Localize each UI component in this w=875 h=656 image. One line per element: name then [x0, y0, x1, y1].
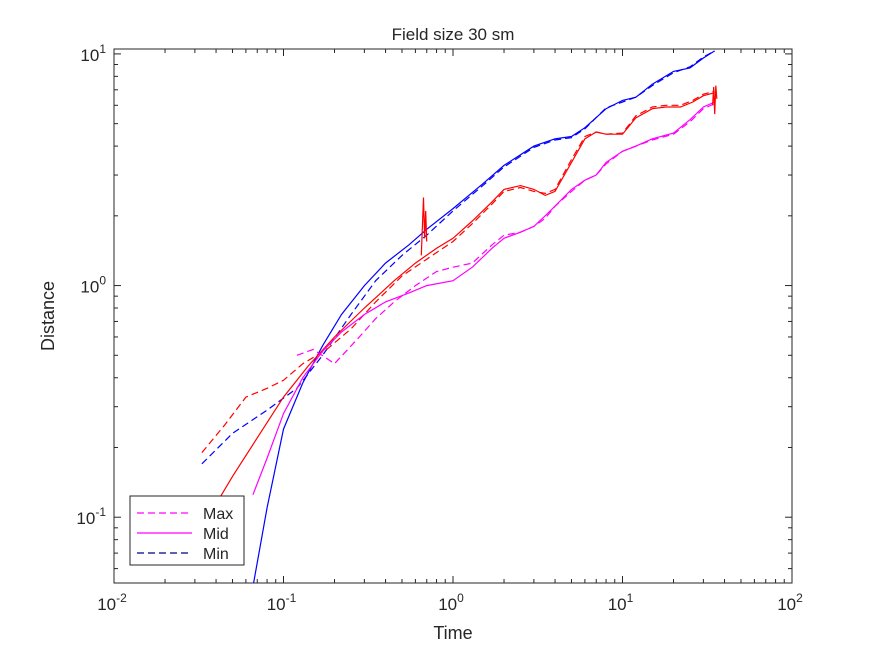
series-line-red-solid — [201, 92, 715, 529]
series-line-magenta-dashed — [296, 103, 715, 365]
svg-text:10-2: 10-2 — [97, 591, 127, 614]
svg-text:102: 102 — [777, 591, 803, 614]
legend-label-mid: Mid — [203, 526, 229, 543]
y-tick-label: 101 — [80, 42, 106, 65]
chart-title: Field size 30 sm — [392, 25, 515, 44]
svg-text:101: 101 — [80, 42, 106, 65]
plot-area — [113, 48, 793, 584]
series-line-blue-solid — [252, 50, 716, 583]
svg-text:100: 100 — [80, 274, 106, 297]
series-line-blue-dashed — [201, 50, 715, 465]
y-axis-label: Distance — [38, 281, 58, 351]
x-axis-label: Time — [433, 623, 472, 643]
series-line-red-tail — [712, 85, 718, 115]
x-tick-label: 10-1 — [267, 591, 297, 614]
series-lines — [201, 50, 718, 583]
y-tick-label: 100 — [80, 274, 106, 297]
series-line-red-dashed — [201, 90, 715, 453]
axis-ticks — [113, 49, 793, 583]
svg-text:100: 100 — [438, 591, 464, 614]
legend-label-max: Max — [203, 506, 233, 523]
x-tick-label: 100 — [438, 591, 464, 614]
series-line-red-spike — [420, 197, 428, 256]
svg-text:101: 101 — [608, 591, 634, 614]
axis-tick-labels: 10-2 10-1 100 101 102 10-1 100 101 — [76, 42, 803, 614]
svg-text:10-1: 10-1 — [267, 591, 297, 614]
svg-text:10-1: 10-1 — [76, 505, 106, 528]
x-tick-label: 102 — [777, 591, 803, 614]
y-tick-label: 10-1 — [76, 505, 106, 528]
x-tick-label: 10-2 — [97, 591, 127, 614]
legend-label-min: Min — [203, 546, 229, 563]
legend: Max Mid Min — [129, 495, 245, 566]
x-tick-label: 101 — [608, 591, 634, 614]
